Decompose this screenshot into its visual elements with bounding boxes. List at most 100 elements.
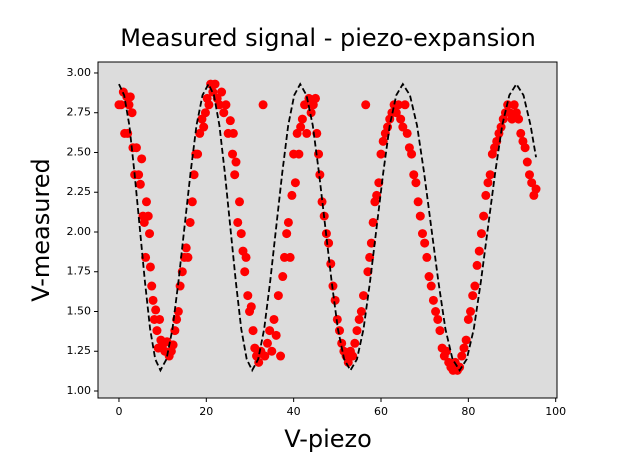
data-point (524, 170, 534, 180)
y-tick-label: 1.00 (67, 384, 92, 397)
data-point (282, 229, 292, 239)
data-point (304, 93, 314, 103)
data-point (426, 281, 436, 291)
data-point (145, 229, 155, 239)
data-point (134, 170, 144, 180)
data-point (199, 122, 209, 132)
data-point (173, 306, 183, 316)
data-point (248, 326, 258, 336)
data-point (391, 108, 401, 118)
x-axis-label: V-piezo (284, 425, 372, 453)
data-point (204, 100, 214, 110)
data-point (378, 136, 388, 146)
data-point (231, 157, 241, 167)
data-point (516, 128, 526, 138)
data-point (359, 291, 369, 301)
data-point (409, 170, 419, 180)
data-point (315, 170, 325, 180)
data-point (262, 338, 272, 348)
data-point (368, 217, 378, 227)
y-tick-label: 2.50 (67, 145, 92, 158)
data-point (155, 314, 165, 324)
data-point (152, 326, 162, 336)
data-point (168, 340, 178, 350)
data-point (116, 100, 126, 110)
data-point (290, 178, 300, 188)
data-point (131, 143, 141, 153)
data-point (415, 211, 425, 221)
data-point (181, 243, 191, 253)
data-point (267, 346, 277, 356)
y-tick-label: 2.75 (67, 106, 92, 119)
data-point (476, 229, 486, 239)
data-point (509, 100, 519, 110)
data-point (135, 179, 145, 189)
data-point (230, 170, 240, 180)
data-point (217, 87, 227, 97)
data-point (234, 197, 244, 207)
data-point (228, 149, 238, 159)
data-point (302, 128, 312, 138)
data-point (492, 136, 502, 146)
data-point (417, 229, 427, 239)
data-point (361, 100, 371, 110)
data-point (233, 217, 243, 227)
data-point (481, 190, 491, 200)
data-point (287, 190, 297, 200)
data-point (466, 306, 476, 316)
data-point (428, 295, 438, 305)
y-tick-label: 3.00 (67, 66, 92, 79)
data-point (236, 229, 246, 239)
data-point (356, 306, 366, 316)
data-point (151, 305, 161, 315)
data-point (455, 362, 465, 372)
data-point (241, 252, 251, 262)
y-tick-label: 2.25 (67, 185, 92, 198)
y-tick-label: 1.50 (67, 304, 92, 317)
data-point (407, 149, 417, 159)
data-point (422, 252, 432, 262)
data-point (276, 351, 286, 361)
data-point (527, 178, 537, 188)
y-tick-label: 1.25 (67, 344, 92, 357)
data-point (459, 343, 469, 353)
y-tick-label: 1.75 (67, 265, 92, 278)
data-point (424, 272, 434, 282)
data-point (228, 128, 238, 138)
data-point (343, 357, 353, 367)
data-point (271, 330, 281, 340)
data-point (479, 211, 489, 221)
data-point (420, 238, 430, 248)
data-point (269, 314, 279, 324)
data-point (468, 291, 478, 301)
data-point (300, 100, 310, 110)
data-point (496, 122, 506, 132)
data-point (219, 108, 229, 118)
data-point (317, 197, 327, 207)
data-point (285, 252, 295, 262)
data-point (472, 260, 482, 270)
data-point (265, 326, 275, 336)
x-tick-label: 40 (287, 405, 301, 418)
data-point (514, 114, 524, 124)
data-point (363, 267, 373, 277)
data-point (350, 338, 360, 348)
data-point (354, 314, 364, 324)
data-point (246, 302, 256, 312)
x-tick-label: 60 (374, 405, 388, 418)
data-point (507, 114, 517, 124)
fit-line (118, 82, 537, 373)
data-point (522, 157, 532, 167)
data-point (398, 122, 408, 132)
x-tick-label: 80 (461, 405, 475, 418)
data-point (520, 143, 530, 153)
data-point (396, 114, 406, 124)
data-point (400, 100, 410, 110)
data-point (124, 100, 134, 110)
data-point (221, 100, 231, 110)
data-point (461, 335, 471, 345)
data-point (278, 272, 288, 282)
x-tick-label: 20 (199, 405, 213, 418)
chart-title: Measured signal - piezo-expansion (120, 24, 536, 52)
